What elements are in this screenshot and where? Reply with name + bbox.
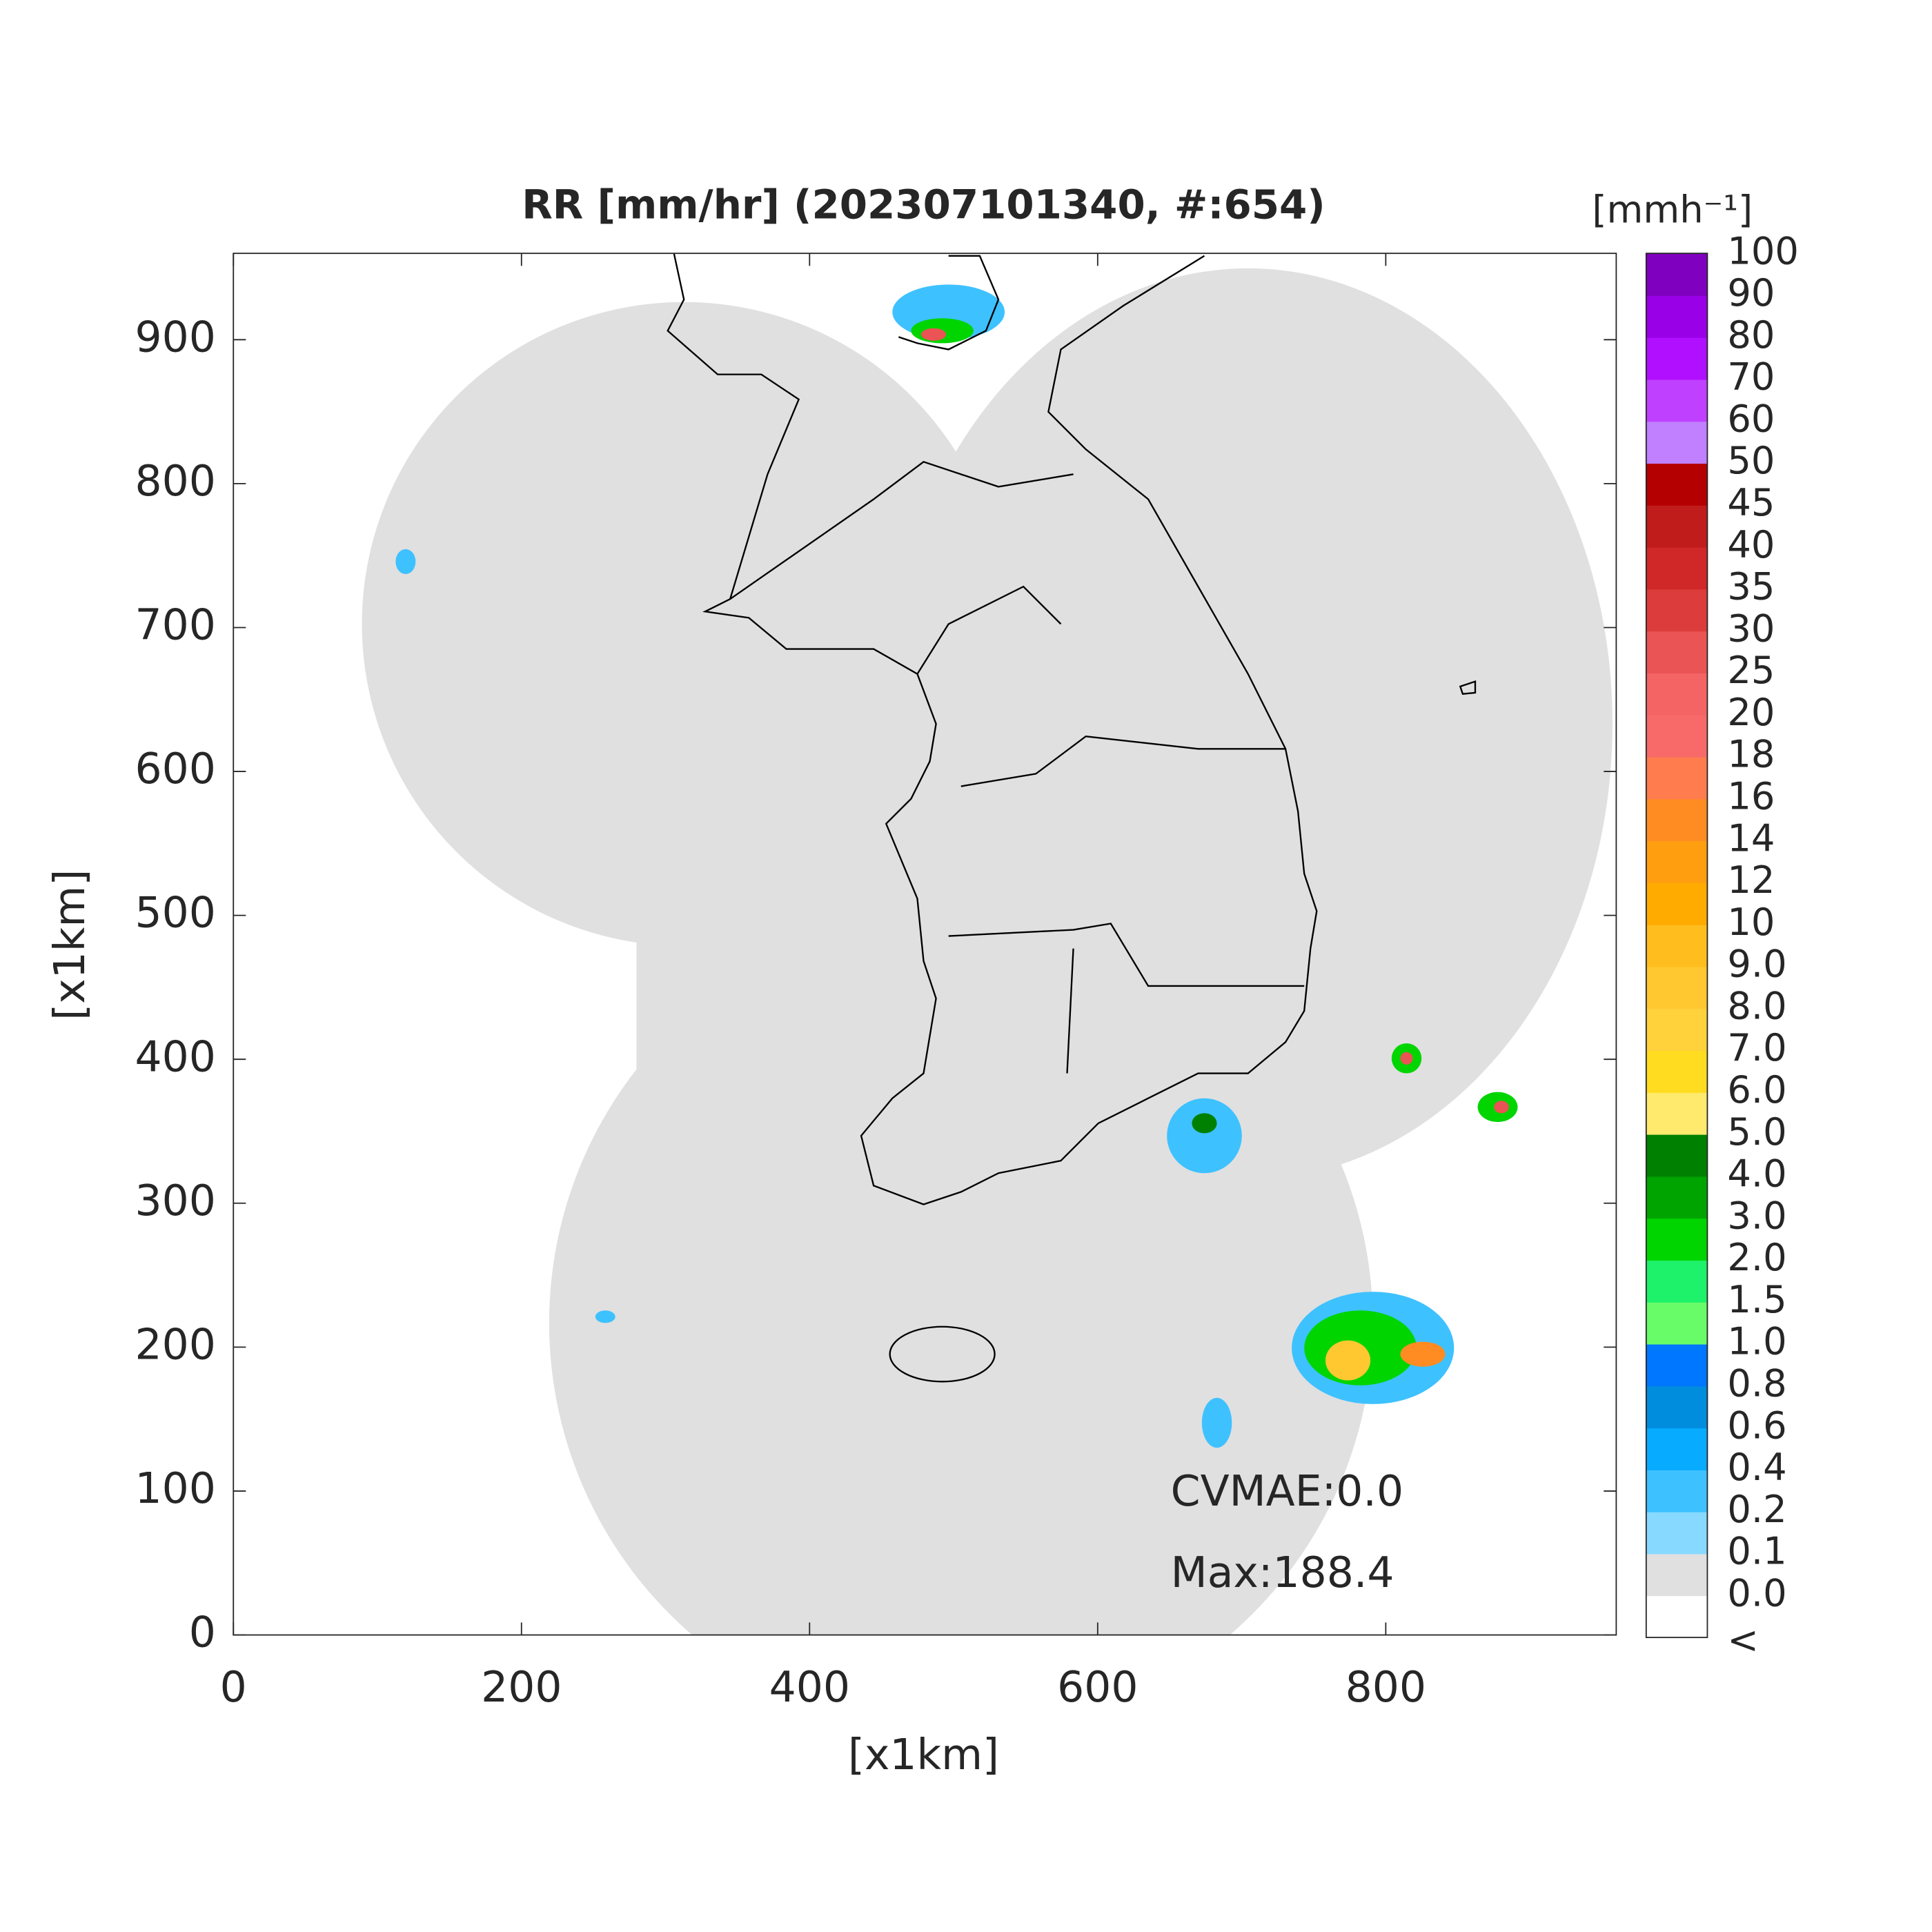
radar-coverage	[362, 268, 1613, 1635]
y-tick-label: 100	[135, 1463, 216, 1513]
colorbar-swatch	[1646, 504, 1708, 548]
colorbar-swatch	[1646, 379, 1708, 422]
y-tick-label: 800	[135, 456, 216, 506]
colorbar-unit: [mmh⁻¹]	[1592, 188, 1753, 232]
colorbar-label: 40	[1727, 523, 1775, 566]
colorbar-label: 30	[1727, 607, 1775, 650]
colorbar-label: 4.0	[1727, 1152, 1786, 1196]
map-layer	[362, 253, 1613, 1635]
colorbar-swatch	[1646, 463, 1708, 506]
colorbar-swatch	[1646, 589, 1708, 632]
colorbar-swatch	[1646, 1428, 1708, 1470]
coastline	[667, 253, 1477, 1383]
colorbar-label: 0.8	[1727, 1362, 1786, 1406]
x-axis-label: [x1km]	[848, 1730, 999, 1780]
colorbar-swatch	[1646, 756, 1708, 800]
colorbar-label: 0.2	[1727, 1488, 1786, 1531]
colorbar-swatch	[1646, 1553, 1708, 1597]
colorbar-swatch	[1646, 253, 1708, 296]
colorbar-label: 80	[1727, 313, 1775, 357]
plot-frame	[233, 253, 1617, 1636]
colorbar-label: 8.0	[1727, 984, 1786, 1027]
y-tick-label: 600	[135, 744, 216, 793]
colorbar-swatch	[1646, 1134, 1708, 1177]
colorbar-label: 0.4	[1727, 1446, 1786, 1489]
colorbar-label: 14	[1727, 816, 1775, 860]
colorbar-swatch	[1646, 1511, 1708, 1555]
colorbar-swatch	[1646, 1301, 1708, 1345]
colorbar-label: 1.5	[1727, 1278, 1786, 1321]
colorbar-label: 50	[1727, 439, 1775, 482]
colorbar-label: 18	[1727, 733, 1775, 776]
colorbar-label: 6.0	[1727, 1068, 1786, 1112]
y-tick-label: 0	[189, 1608, 216, 1657]
colorbar-swatch	[1646, 1386, 1708, 1429]
x-tick-label: 0	[220, 1662, 247, 1712]
colorbar-label: <	[1727, 1618, 1758, 1662]
colorbar-label: 5.0	[1727, 1110, 1786, 1154]
colorbar-swatch	[1646, 798, 1708, 842]
x-tick-label: 200	[481, 1662, 562, 1712]
y-tick-label: 300	[135, 1176, 216, 1225]
colorbar-swatch	[1646, 1469, 1708, 1512]
y-tick-label: 700	[135, 600, 216, 650]
colorbar-frame	[1645, 253, 1708, 1639]
annotation: CVMAE:0.0	[1171, 1466, 1403, 1516]
colorbar-swatch	[1646, 1260, 1708, 1303]
colorbar-swatch	[1646, 924, 1708, 967]
colorbar-label: 3.0	[1727, 1194, 1786, 1237]
colorbar-swatch	[1646, 1008, 1708, 1052]
colorbar-label: 16	[1727, 775, 1775, 818]
colorbar-label: 45	[1727, 481, 1775, 524]
y-tick-label: 900	[135, 312, 216, 362]
colorbar-label: 90	[1727, 271, 1775, 315]
colorbar-label: 100	[1727, 229, 1799, 273]
colorbar-label: 2.0	[1727, 1236, 1786, 1279]
colorbar-label: 12	[1727, 858, 1775, 902]
precipitation	[395, 284, 1518, 1448]
colorbar-label: 25	[1727, 649, 1775, 692]
y-tick-label: 400	[135, 1032, 216, 1081]
colorbar-swatch	[1646, 882, 1708, 925]
colorbar-swatch	[1646, 966, 1708, 1009]
colorbar-swatch	[1646, 1050, 1708, 1093]
y-tick-label: 500	[135, 888, 216, 938]
y-axis-label: [x1km]	[45, 869, 95, 1021]
colorbar-swatch	[1646, 295, 1708, 338]
colorbar-label: 0.0	[1727, 1571, 1786, 1615]
colorbar-swatch	[1646, 1595, 1708, 1639]
annotation: Max:188.4	[1171, 1548, 1394, 1597]
colorbar-label: 10	[1727, 900, 1775, 944]
chart-title: RR [mm/hr] (202307101340, #:654)	[522, 181, 1325, 228]
colorbar-label: 35	[1727, 565, 1775, 609]
colorbar-swatch	[1646, 1343, 1708, 1387]
colorbar-swatch	[1646, 631, 1708, 673]
x-tick-label: 400	[769, 1662, 850, 1712]
colorbar-label: 60	[1727, 397, 1775, 440]
colorbar-label: 1.0	[1727, 1320, 1786, 1363]
colorbar-label: 20	[1727, 691, 1775, 734]
colorbar-label: 9.0	[1727, 943, 1786, 986]
y-tick-label: 200	[135, 1319, 216, 1369]
colorbar-label: 0.6	[1727, 1403, 1786, 1447]
colorbar-swatch	[1646, 840, 1708, 883]
colorbar-swatch	[1646, 337, 1708, 380]
colorbar-swatch	[1646, 546, 1708, 590]
colorbar-swatch	[1646, 673, 1708, 716]
colorbar-swatch	[1646, 421, 1708, 464]
colorbar-label: 70	[1727, 355, 1775, 399]
colorbar-swatch	[1646, 1176, 1708, 1219]
colorbar-swatch	[1646, 1092, 1708, 1135]
colorbar-label: 0.1	[1727, 1530, 1786, 1573]
x-tick-label: 800	[1346, 1662, 1426, 1712]
colorbar-label: 7.0	[1727, 1026, 1786, 1070]
colorbar-swatch	[1646, 714, 1708, 758]
x-tick-label: 600	[1057, 1662, 1138, 1712]
colorbar-swatch	[1646, 1218, 1708, 1261]
